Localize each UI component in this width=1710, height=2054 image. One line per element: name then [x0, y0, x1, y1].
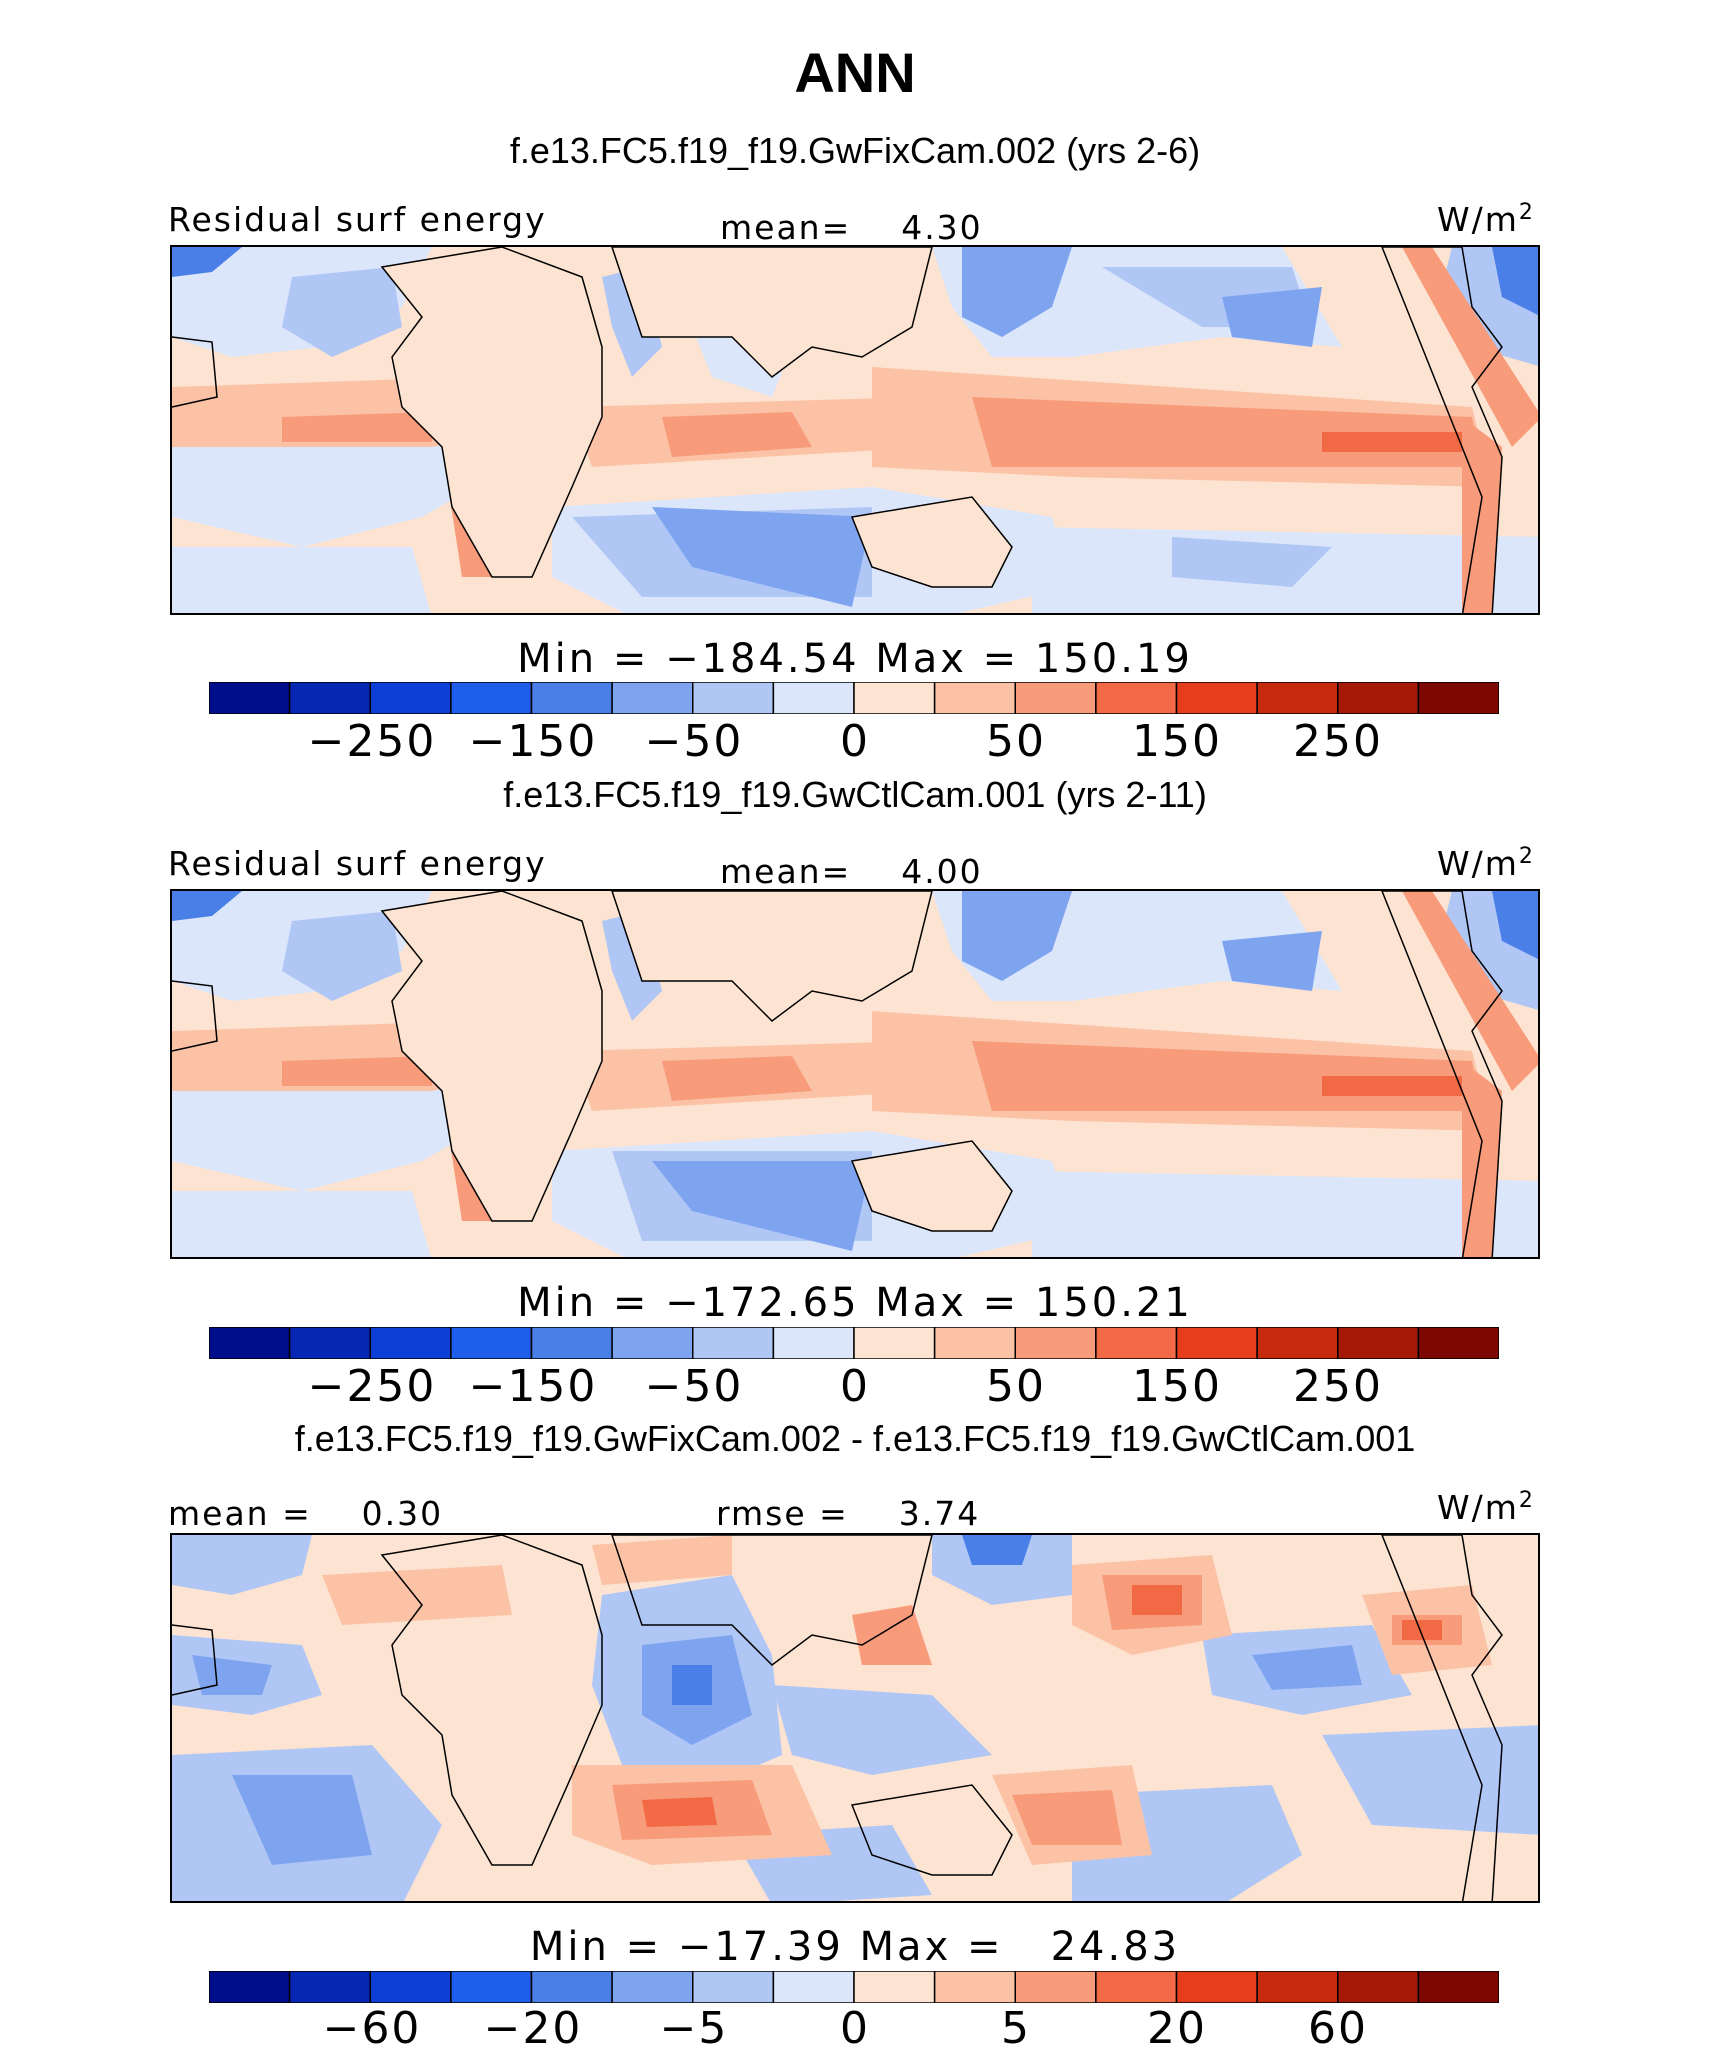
- colorbar-swatch: [288, 1327, 372, 1359]
- colorbar-swatch: [692, 682, 775, 714]
- colorbar-swatch: [1417, 1971, 1499, 2003]
- colorbar-swatch: [611, 1327, 694, 1359]
- cbar1-tick: 0: [840, 716, 870, 767]
- colorbar-swatch: [288, 682, 372, 714]
- colorbar-swatch: [1014, 682, 1097, 714]
- colorbar-swatch: [1337, 1327, 1420, 1359]
- cbar3-tick: 0: [840, 2003, 870, 2054]
- colorbar-swatch: [1417, 682, 1499, 714]
- panel2-variable-label: Residual surf energy: [168, 844, 547, 883]
- colorbar-swatch: [530, 682, 613, 714]
- panel2-colorbar: [209, 1327, 1499, 1359]
- cbar2-tick: 50: [986, 1361, 1046, 1412]
- colorbar-swatch: [209, 1971, 291, 2003]
- panel1-colorbar: [209, 682, 1499, 714]
- colorbar-swatch: [1095, 1327, 1178, 1359]
- colorbar-swatch: [933, 682, 1017, 714]
- panel1-variable-label: Residual surf energy: [168, 200, 547, 239]
- colorbar-swatch: [369, 682, 452, 714]
- colorbar-swatch: [1175, 682, 1258, 714]
- cbar3-tick: −5: [659, 2003, 729, 2054]
- colorbar-swatch: [853, 1971, 936, 2003]
- colorbar-swatch: [772, 682, 855, 714]
- cbar3-tick: 20: [1147, 2003, 1207, 2054]
- cbar1-tick: 250: [1293, 716, 1383, 767]
- panel3-units: W/m2: [1437, 1488, 1535, 1527]
- panel3-map: [170, 1533, 1540, 1903]
- colorbar-swatch: [933, 1971, 1017, 2003]
- colorbar-swatch: [853, 682, 936, 714]
- cbar1-tick: −150: [468, 716, 598, 767]
- figure-title: ANN: [794, 41, 916, 104]
- cbar2-tick: 150: [1132, 1361, 1222, 1412]
- colorbar-swatch: [450, 682, 533, 714]
- cbar3-tick: 5: [1001, 2003, 1031, 2054]
- panel3-minmax: Min = −17.39 Max = 24.83: [529, 1924, 1181, 1970]
- panel3-rmse-label: rmse = 3.74: [716, 1494, 981, 1533]
- panel1-case-title: f.e13.FC5.f19_f19.GwFixCam.002 (yrs 2-6): [509, 130, 1201, 171]
- panel3-colorbar: [209, 1971, 1499, 2003]
- colorbar-swatch: [369, 1971, 452, 2003]
- colorbar-swatch: [772, 1971, 855, 2003]
- panel3-mean-label: mean = 0.30: [168, 1494, 444, 1533]
- panel2-units: W/m2: [1437, 844, 1535, 883]
- colorbar-swatch: [692, 1327, 775, 1359]
- colorbar-swatch: [1256, 1971, 1339, 2003]
- colorbar-swatch: [611, 1971, 694, 2003]
- colorbar-swatch: [1014, 1971, 1097, 2003]
- panel2-case-title: f.e13.FC5.f19_f19.GwCtlCam.001 (yrs 2-11…: [503, 774, 1207, 815]
- panel2-mean-label: mean= 4.00: [720, 852, 983, 891]
- panel1-mean-label: mean= 4.30: [720, 208, 983, 247]
- cbar1-tick: 50: [986, 716, 1046, 767]
- cbar1-tick: 150: [1132, 716, 1222, 767]
- colorbar-swatch: [530, 1971, 613, 2003]
- colorbar-swatch: [692, 1971, 775, 2003]
- colorbar-swatch: [933, 1327, 1017, 1359]
- panel1-map: [170, 245, 1540, 615]
- cbar3-tick: 60: [1308, 2003, 1368, 2054]
- colorbar-swatch: [772, 1327, 855, 1359]
- colorbar-swatch: [611, 682, 694, 714]
- colorbar-swatch: [450, 1971, 533, 2003]
- colorbar-swatch: [1337, 1971, 1420, 2003]
- colorbar-swatch: [853, 1327, 936, 1359]
- cbar2-tick: 0: [840, 1361, 870, 1412]
- colorbar-swatch: [1175, 1971, 1258, 2003]
- colorbar-swatch: [369, 1327, 452, 1359]
- colorbar-swatch: [1095, 1971, 1178, 2003]
- colorbar-swatch: [1417, 1327, 1499, 1359]
- colorbar-swatch: [1256, 682, 1339, 714]
- colorbar-swatch: [209, 1327, 291, 1359]
- colorbar-swatch: [450, 1327, 533, 1359]
- cbar2-tick: 250: [1293, 1361, 1383, 1412]
- colorbar-swatch: [1014, 1327, 1097, 1359]
- cbar3-tick: −60: [322, 2003, 422, 2054]
- cbar2-tick: −150: [468, 1361, 598, 1412]
- colorbar-swatch: [530, 1327, 613, 1359]
- cbar1-tick: −250: [307, 716, 437, 767]
- colorbar-swatch: [209, 682, 291, 714]
- panel2-minmax: Min = −172.65 Max = 150.21: [517, 1280, 1193, 1326]
- colorbar-swatch: [1095, 682, 1178, 714]
- cbar1-tick: −50: [644, 716, 744, 767]
- colorbar-swatch: [288, 1971, 372, 2003]
- colorbar-swatch: [1337, 682, 1420, 714]
- panel2-map: [170, 889, 1540, 1259]
- cbar2-tick: −250: [307, 1361, 437, 1412]
- panel1-minmax: Min = −184.54 Max = 150.19: [517, 636, 1193, 682]
- colorbar-swatch: [1256, 1327, 1339, 1359]
- cbar2-tick: −50: [644, 1361, 744, 1412]
- colorbar-swatch: [1175, 1327, 1258, 1359]
- panel1-units: W/m2: [1437, 200, 1535, 239]
- cbar3-tick: −20: [483, 2003, 583, 2054]
- panel3-case-title: f.e13.FC5.f19_f19.GwFixCam.002 - f.e13.F…: [294, 1418, 1416, 1459]
